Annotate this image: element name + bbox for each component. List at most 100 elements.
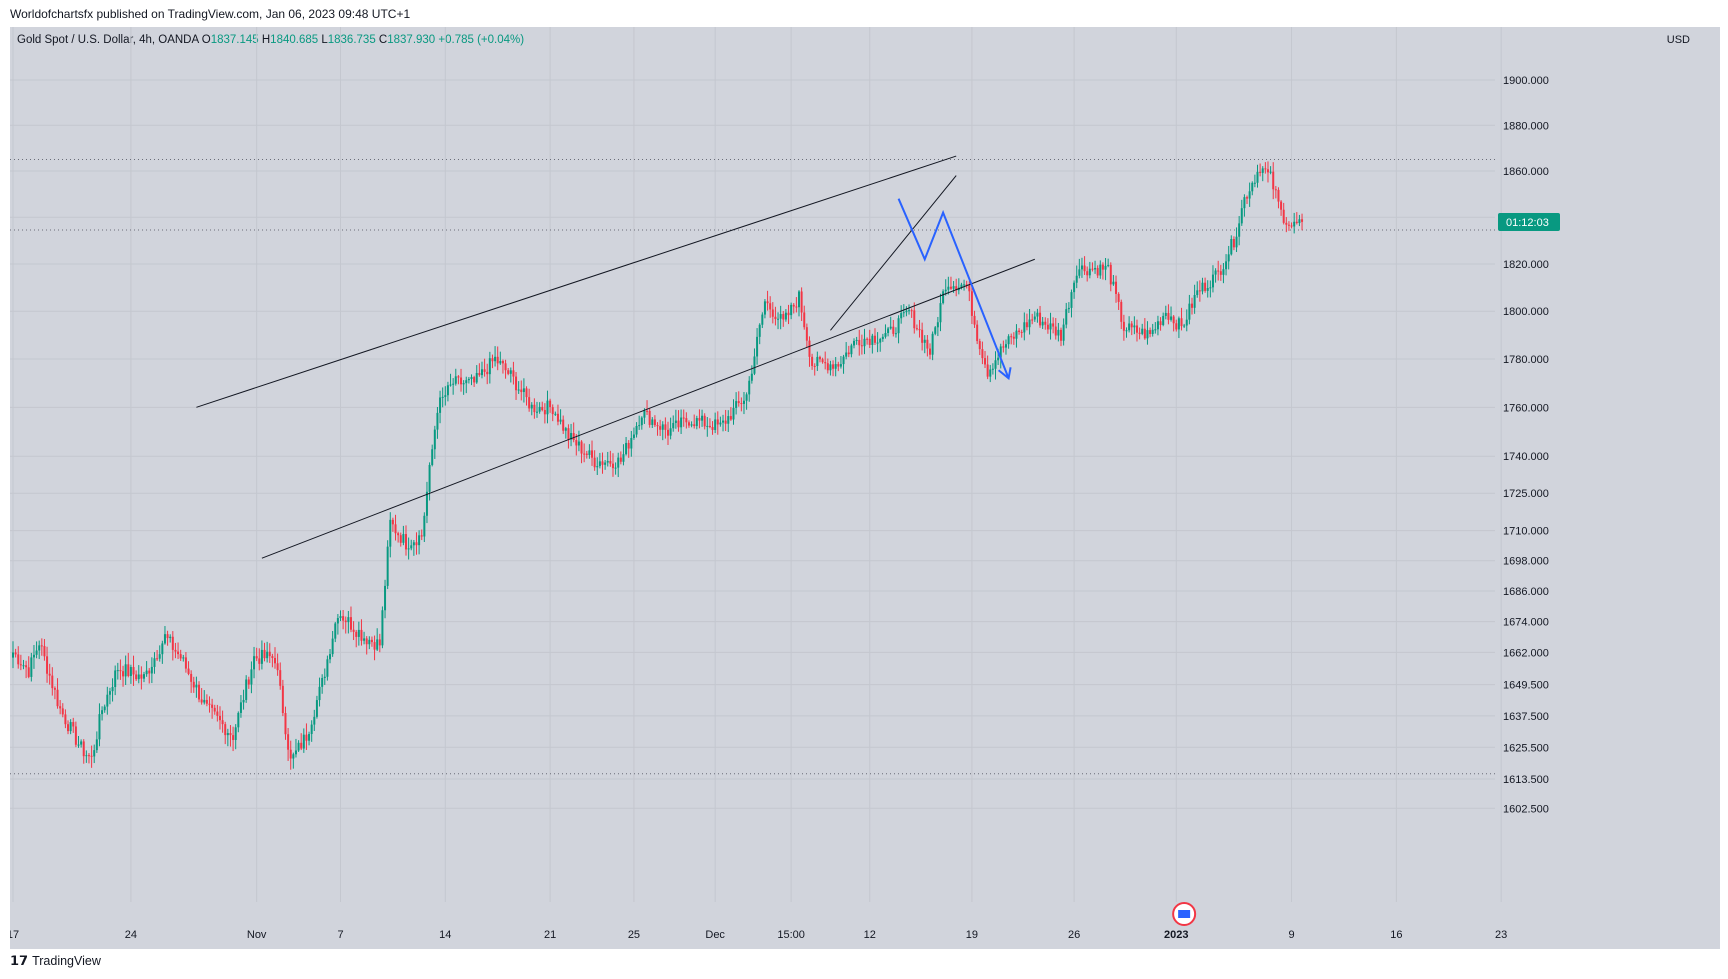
publisher-line: Worldofchartsfx published on TradingView… — [10, 7, 411, 21]
x-axis-tick-label: 17 — [10, 929, 19, 941]
candle-body — [103, 706, 106, 711]
x-axis-tick-label: 26 — [1068, 929, 1080, 941]
candle-body — [271, 656, 274, 658]
y-axis-tick-label: 1613.500 — [1503, 774, 1549, 786]
candle-body — [606, 460, 609, 463]
candle-body — [1133, 325, 1136, 328]
candle-body — [239, 702, 242, 713]
candle-body — [656, 425, 659, 427]
candle-body — [991, 368, 994, 370]
candle-body — [1143, 328, 1146, 339]
candle-body — [803, 312, 806, 328]
candle-body — [1175, 323, 1178, 330]
candle-body — [638, 425, 641, 427]
candle-body — [148, 670, 151, 674]
candle-body — [1039, 312, 1042, 326]
candle-body — [1280, 201, 1283, 210]
candle-body — [970, 291, 973, 316]
candle-body — [431, 449, 434, 465]
candle-body — [1293, 221, 1296, 227]
candle-body — [25, 665, 28, 668]
candle-body — [761, 314, 764, 325]
x-axis-tick-label: 25 — [628, 929, 640, 941]
candle-body — [1206, 287, 1209, 291]
candle-body — [169, 636, 172, 639]
candle-body — [845, 352, 848, 357]
candle-body — [934, 327, 937, 334]
candle-body — [69, 722, 72, 732]
candle-body — [619, 457, 622, 462]
candle-body — [444, 395, 447, 397]
candle-body — [423, 515, 426, 537]
candle-body — [122, 671, 125, 677]
candle-body — [837, 364, 840, 367]
candle-body — [1269, 171, 1272, 173]
candle-body — [876, 342, 879, 344]
candle-body — [12, 652, 14, 658]
candle-body — [698, 418, 701, 421]
candle-body — [742, 400, 745, 404]
candle-body — [287, 734, 290, 750]
candle-body — [536, 411, 538, 413]
candle-body — [659, 426, 662, 430]
candlestick-chart[interactable]: 1900.0001880.0001860.0001840.0001820.000… — [10, 27, 1720, 949]
candle-body — [491, 358, 494, 362]
y-axis-tick-label: 1662.000 — [1503, 647, 1549, 659]
candle-body — [1298, 219, 1301, 224]
candle-body — [1167, 312, 1170, 320]
candle-body — [339, 616, 342, 619]
close-label: C — [378, 34, 388, 46]
candle-body — [177, 651, 180, 655]
candle-body — [944, 289, 947, 292]
candle-body — [672, 422, 675, 429]
candle-body — [284, 713, 287, 735]
candle-body — [591, 450, 594, 458]
candle-body — [326, 659, 329, 677]
candle-body — [530, 404, 533, 409]
candle-body — [1159, 321, 1162, 325]
candle-body — [480, 369, 483, 376]
tradingview-brand[interactable]: 𝟭𝟳 TradingView — [10, 953, 101, 969]
candle-body — [653, 419, 656, 426]
candle-body — [792, 304, 795, 307]
candle-body — [577, 441, 580, 446]
candle-body — [1091, 268, 1094, 270]
candle-body — [887, 328, 890, 334]
candle-body — [331, 638, 334, 655]
candle-body — [1232, 238, 1235, 248]
candle-body — [753, 356, 756, 374]
candle-body — [986, 364, 989, 377]
candle-body — [562, 419, 565, 431]
candle-body — [549, 400, 552, 408]
candle-body — [894, 333, 897, 335]
candle-body — [719, 422, 722, 425]
candle-body — [798, 291, 800, 308]
candle-body — [942, 291, 945, 304]
candle-body — [1015, 330, 1018, 339]
candle-body — [635, 425, 638, 435]
candle-body — [19, 664, 22, 666]
candle-body — [1193, 295, 1196, 308]
candle-body — [921, 329, 924, 343]
candle-body — [727, 416, 730, 424]
candle-body — [509, 370, 512, 374]
candle-body — [782, 314, 785, 320]
candle-body — [834, 364, 837, 369]
candle-body — [750, 373, 753, 381]
candle-body — [329, 654, 332, 660]
candle-body — [85, 755, 88, 757]
candle-body — [129, 667, 132, 677]
candle-body — [425, 491, 428, 516]
candle-body — [323, 676, 326, 679]
candle-body — [1094, 267, 1097, 270]
candle-body — [850, 345, 853, 355]
candle-body — [53, 688, 56, 690]
y-axis-tick-label: 1780.000 — [1503, 354, 1549, 366]
x-axis-tick-label: 2023 — [1164, 929, 1188, 941]
candle-body — [289, 749, 292, 759]
candle-body — [900, 313, 903, 319]
candle-body — [1099, 264, 1102, 276]
candle-body — [787, 312, 790, 316]
chart-panel[interactable]: Gold Spot / U.S. Dollar, 4h, OANDA O1837… — [10, 27, 1720, 949]
candle-body — [1004, 344, 1007, 348]
